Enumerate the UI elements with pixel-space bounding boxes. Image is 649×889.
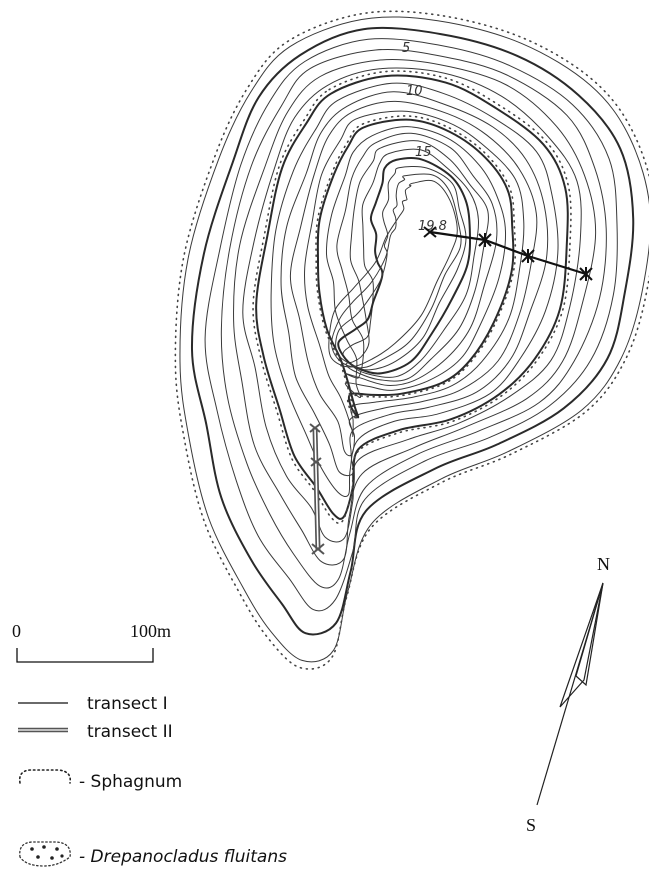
depth-contour-line: [233, 59, 597, 566]
legend-drepanocladus-label: - Drepanocladus fluitans: [79, 847, 287, 867]
transect-1-marker: [521, 249, 535, 263]
transect-2-marker: [311, 543, 325, 555]
depth-contour-line: [242, 67, 582, 543]
legend: transect I transect II - Sphagnum - Drep…: [18, 694, 287, 867]
scale-end-label: 100m: [130, 621, 171, 641]
contour-label-10: 10: [406, 84, 423, 99]
depth-contour-line: [220, 48, 607, 589]
sphagnum-dotted-boundary: [252, 70, 572, 525]
depth-contour-line: [328, 179, 458, 368]
depth-contour-line: [204, 38, 618, 612]
legend-drepanocladus-symbol: [19, 841, 71, 867]
scale-bar: 0 100m: [12, 621, 171, 663]
contour-label-5: 5: [402, 41, 410, 56]
depth-contour-line: [335, 166, 467, 371]
contour-label-15: 15: [415, 145, 432, 160]
depth-contour-line: [280, 91, 549, 477]
transect-2-marker: [310, 457, 322, 467]
north-arrow: N S: [526, 554, 610, 835]
depth-contour-line: [345, 140, 489, 382]
transect-1-marker: [579, 267, 593, 281]
legend-transect-1-label: transect I: [87, 694, 168, 714]
summit-depth-label: 19.8: [418, 219, 447, 234]
depth-contour-line: [255, 74, 569, 520]
transect-1-marker: [478, 233, 492, 247]
north-label: N: [597, 554, 610, 574]
depth-contours: [174, 10, 649, 670]
legend-sphagnum-symbol: [18, 769, 72, 784]
depth-contour-line: [336, 132, 498, 386]
transect-1-line: [423, 226, 593, 281]
legend-sphagnum-label: - Sphagnum: [79, 772, 182, 792]
legend-transect-2-label: transect II: [87, 722, 173, 742]
depth-contour-line: [289, 100, 538, 457]
depth-contour-line: [190, 26, 635, 636]
south-label: S: [526, 815, 536, 835]
transect-2-marker: [309, 423, 321, 433]
depth-contour-line: [316, 118, 515, 419]
sphagnum-dotted-boundary: [315, 115, 517, 421]
depth-contour-line: [337, 157, 472, 375]
depth-contour-line: [325, 126, 507, 399]
transect-1-marker: [423, 226, 437, 238]
transect-2-line: [309, 423, 325, 555]
depth-contour-line: [270, 82, 559, 498]
depth-contour-line: [331, 173, 462, 369]
shoreline-contour: [179, 16, 649, 663]
scale-start-label: 0: [12, 621, 21, 641]
